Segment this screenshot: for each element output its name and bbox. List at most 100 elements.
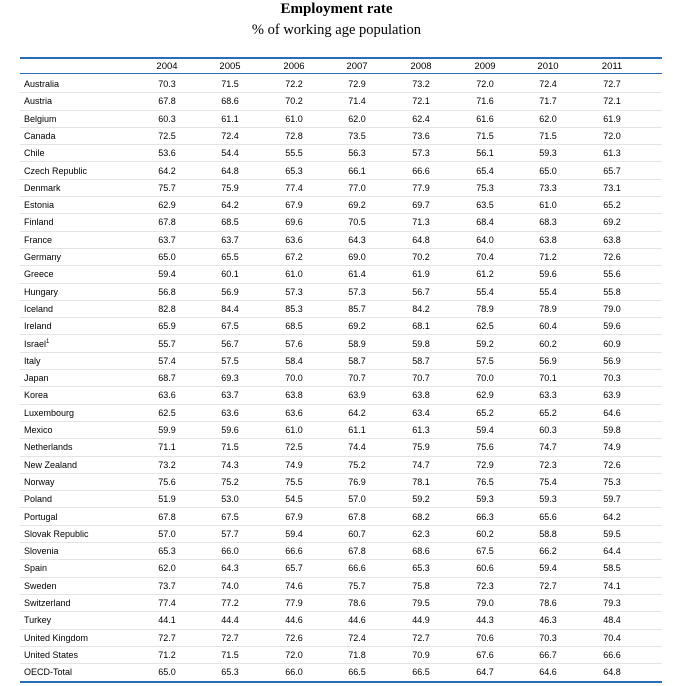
value-cell: 72.3 [539,459,557,470]
value-cell: 63.7 [221,390,239,401]
value-cell: 73.2 [158,459,176,470]
value-cell: 69.2 [348,200,366,211]
country-label: Slovenia [24,546,59,557]
value-cell: 56.7 [412,286,430,297]
country-label: Slovak Republic [24,528,89,539]
value-cell: 64.6 [539,667,557,678]
value-cell: 61.3 [603,148,621,159]
value-cell: 69.6 [285,217,303,228]
value-cell: 72.7 [158,632,176,643]
row-divider [20,559,662,561]
value-cell: 72.6 [603,252,621,262]
value-cell: 63.7 [158,234,176,245]
value-cell: 75.5 [285,476,303,487]
value-cell: 62.3 [412,528,430,539]
value-cell: 59.6 [221,425,239,435]
value-cell: 72.4 [221,130,239,141]
table-row: Estonia 62.9 64.2 67.9 69.2 69.7 63.5 61.0 65.2 [20,197,662,215]
value-cell: 70.2 [285,96,303,107]
value-cell: 72.6 [603,459,621,470]
value-cell: 56.3 [348,148,366,159]
column-header-2005: 2005 [219,61,241,72]
value-cell: 75.9 [221,182,239,193]
value-cell: 64.0 [476,234,494,245]
value-cell: 59.2 [476,338,494,349]
value-cell: 71.5 [221,649,239,660]
value-cell: 74.3 [221,459,239,470]
value-cell: 59.6 [539,269,557,280]
value-cell: 59.9 [158,425,176,435]
value-cell: 75.9 [412,442,430,453]
value-cell: 78.1 [412,476,430,487]
country-label: Korea [24,390,49,401]
value-cell: 63.6 [158,390,176,401]
table-header-rule [20,73,662,74]
value-cell: 59.7 [603,494,621,505]
value-cell: 75.8 [412,580,430,591]
country-label: New Zealand [24,459,78,470]
value-cell: 64.7 [476,667,494,678]
value-cell: 62.0 [348,113,366,124]
chart-title: Employment rate [280,1,393,17]
value-cell: 68.5 [221,217,239,228]
value-cell: 66.2 [539,546,557,557]
table-row: Norway 75.6 75.2 75.5 76.9 78.1 76.5 75.4 75.3 [20,474,662,492]
value-cell: 65.3 [285,165,303,176]
country-label: Turkey [24,615,52,626]
value-cell: 76.9 [348,476,366,487]
value-cell: 44.9 [412,615,430,626]
table-row: Hungary 56.8 56.9 57.3 57.3 56.7 55.4 55.4 55.8 [20,284,662,301]
value-cell: 72.9 [348,79,366,89]
value-cell: 56.9 [221,286,239,297]
country-label: Australia [24,79,60,89]
row-divider [20,230,662,232]
value-cell: 63.6 [221,407,239,418]
table-top-rule [20,57,662,59]
value-cell: 63.6 [285,407,303,418]
value-cell: 77.2 [221,598,239,608]
row-divider [20,247,662,249]
table-row: France 63.7 63.7 63.6 64.3 64.8 64.0 63.8 63.8 [20,232,662,249]
value-cell: 63.8 [412,390,430,401]
value-cell: 58.5 [603,563,621,574]
value-cell: 61.0 [285,269,303,280]
value-cell: 46.3 [539,615,557,626]
value-cell: 72.9 [476,459,494,470]
country-label: OECD-Total [24,667,73,678]
value-cell: 54.4 [221,148,239,159]
value-cell: 73.1 [603,182,621,193]
row-divider [20,576,662,578]
value-cell: 70.6 [476,632,494,643]
value-cell: 59.8 [603,425,621,435]
value-cell: 57.0 [348,494,366,505]
country-label: Japan [24,373,49,384]
value-cell: 75.7 [158,182,176,193]
value-cell: 73.2 [412,79,430,89]
value-cell: 72.2 [285,79,303,89]
value-cell: 64.8 [412,234,430,245]
value-cell: 75.3 [603,476,621,487]
table-row: Netherlands 71.1 71.5 72.5 74.4 75.9 75.6 74.7 7… [20,439,662,457]
value-cell: 60.9 [603,338,621,349]
value-cell: 61.4 [348,269,366,280]
value-cell: 65.7 [285,563,303,574]
value-cell: 64.3 [348,234,366,245]
table-row: Spain 62.0 64.3 65.7 66.6 65.3 60.6 59.4 58.5 [20,560,662,578]
value-cell: 65.6 [539,511,557,522]
value-cell: 72.5 [285,442,303,453]
value-cell: 84.2 [412,303,430,314]
value-cell: 77.9 [412,182,430,193]
value-cell: 73.5 [348,130,366,141]
value-cell: 61.0 [285,425,303,435]
value-cell: 57.3 [348,286,366,297]
value-cell: 72.0 [476,79,494,89]
value-cell: 58.9 [348,338,366,349]
value-cell: 57.5 [221,355,239,366]
table-row: Canada 72.5 72.4 72.8 73.5 73.6 71.5 71.5 72.0 [20,128,662,146]
country-label: Sweden [24,580,57,591]
value-cell: 74.0 [221,580,239,591]
table-row: Denmark 75.7 75.9 77.4 77.0 77.9 75.3 73.3 73.1 [20,180,662,198]
table-row: New Zealand 73.2 74.3 74.9 75.2 74.7 72.9 72.3 7… [20,457,662,474]
value-cell: 74.7 [412,459,430,470]
value-cell: 44.4 [221,615,239,626]
